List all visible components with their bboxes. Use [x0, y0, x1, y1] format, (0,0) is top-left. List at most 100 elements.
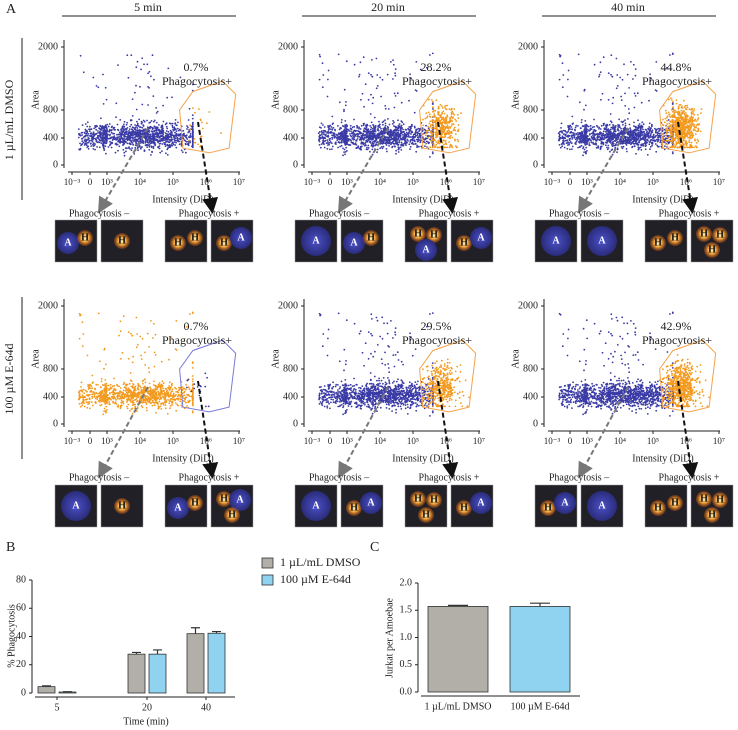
event-dot: [411, 141, 414, 144]
event-dot: [624, 124, 627, 127]
event-dot: [627, 133, 630, 136]
event-dot: [393, 106, 396, 109]
row-header: 100 µM E-64d: [2, 344, 16, 415]
event-dot: [320, 130, 323, 133]
event-dot: [694, 133, 697, 136]
event-dot: [567, 130, 569, 133]
event-dot: [129, 125, 132, 128]
event-dot: [153, 134, 156, 137]
event-dot: [568, 134, 571, 137]
event-dot: [417, 136, 420, 139]
event-dot: [81, 143, 84, 145]
event-dot: [404, 128, 407, 131]
y-axis-label: Area: [270, 90, 281, 110]
event-dot: [398, 140, 401, 142]
event-dot: [359, 128, 362, 130]
event-dot: [445, 132, 447, 135]
event-dot: [561, 137, 564, 139]
event-dot: [585, 146, 588, 149]
event-dot: [577, 146, 579, 149]
event-dot: [621, 132, 624, 135]
event-dot: [100, 127, 103, 130]
event-dot: [656, 138, 659, 141]
event-dot: [191, 128, 193, 131]
event-dot: [577, 141, 580, 143]
event-dot: [155, 127, 157, 130]
event-dot: [326, 147, 329, 150]
positive-label: Phagocytosis +: [179, 208, 240, 219]
event-dot: [669, 120, 672, 123]
event-dot: [201, 121, 203, 124]
event-dot: [97, 86, 100, 89]
event-dot: [374, 125, 377, 127]
event-dot: [338, 101, 341, 104]
event-dot: [632, 130, 634, 133]
event-dot: [86, 134, 89, 137]
event-dot: [187, 119, 190, 121]
event-dot: [320, 143, 323, 146]
event-dot: [90, 145, 93, 147]
event-dot: [134, 136, 136, 139]
event-dot: [594, 142, 597, 145]
event-dot: [444, 117, 447, 119]
event-dot: [416, 128, 419, 131]
event-dot: [365, 126, 368, 129]
event-dot: [405, 144, 407, 147]
event-dot: [584, 127, 586, 129]
event-dot: [149, 133, 152, 136]
event-dot: [108, 144, 111, 147]
event-dot: [388, 142, 390, 145]
event-dot: [583, 136, 586, 139]
event-dot: [630, 138, 633, 141]
event-dot: [162, 133, 165, 136]
event-dot: [145, 135, 147, 138]
event-dot: [166, 144, 169, 147]
event-dot: [404, 133, 406, 135]
event-dot: [631, 146, 633, 149]
event-dot: [433, 113, 436, 115]
event-dot: [585, 128, 588, 131]
event-dot: [174, 119, 177, 121]
event-dot: [172, 134, 175, 137]
event-dot: [324, 137, 327, 140]
event-dot: [600, 138, 603, 141]
event-dot: [585, 138, 587, 141]
event-dot: [331, 148, 333, 151]
event-dot: [199, 145, 202, 148]
event-dot: [387, 118, 389, 120]
event-dot: [99, 125, 102, 128]
event-dot: [323, 143, 325, 146]
x-tick-label: 10⁻³: [64, 177, 81, 187]
event-dot: [584, 143, 586, 145]
event-dot: [125, 131, 128, 134]
event-dot: [147, 144, 150, 147]
cell-letter: H: [118, 235, 126, 246]
event-dot: [95, 128, 98, 131]
event-dot: [97, 136, 99, 139]
event-dot: [395, 129, 398, 132]
event-dot: [144, 140, 147, 143]
event-dot: [342, 129, 345, 132]
event-dot: [174, 131, 176, 134]
event-dot: [637, 131, 639, 134]
event-dot: [445, 142, 447, 145]
event-dot: [612, 96, 615, 99]
event-dot: [366, 139, 369, 142]
event-dot: [393, 132, 396, 134]
event-dot: [120, 128, 122, 131]
event-dot: [178, 128, 181, 131]
event-dot: [142, 119, 145, 122]
event-dot: [427, 98, 430, 101]
event-dot: [400, 141, 403, 144]
event-dot: [574, 129, 576, 132]
event-dot: [642, 123, 645, 126]
event-dot: [424, 145, 426, 148]
event-dot: [148, 122, 151, 124]
event-dot: [636, 127, 639, 129]
event-dot: [424, 143, 427, 145]
event-dot: [671, 134, 674, 136]
event-dot: [453, 108, 456, 110]
event-dot: [175, 135, 178, 138]
event-dot: [600, 132, 603, 135]
event-dot: [664, 137, 667, 140]
